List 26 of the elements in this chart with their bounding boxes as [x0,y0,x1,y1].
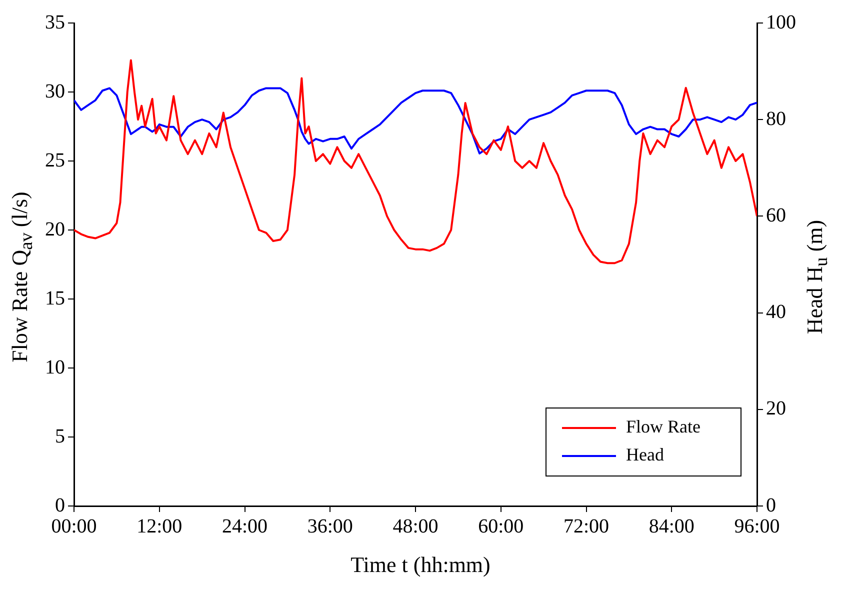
legend-label: Head [626,444,664,465]
x-tick-label: 36:00 [307,515,353,538]
y-tick-label: 15 [45,287,65,310]
y2-tick-label: 0 [766,494,776,516]
x-tick-label: 48:00 [392,515,438,538]
y2-tick-label: 40 [766,301,786,324]
x-tick-label: 24:00 [222,515,268,538]
y-tick-label: 30 [45,80,65,102]
x-tick-label: 00:00 [51,515,97,538]
y-tick-label: 35 [45,11,65,34]
x-tick-label: 60:00 [478,515,524,538]
y-tick-label: 10 [45,356,65,378]
y2-tick-label: 20 [766,398,786,420]
y-tick-label: 5 [55,425,65,448]
y2-tick-label: 80 [766,108,786,130]
x-tick-label: 96:00 [734,515,780,538]
y-tick-label: 0 [55,494,65,516]
y-tick-label: 25 [45,149,65,172]
x-tick-label: 72:00 [563,515,610,538]
x-tick-label: 84:00 [648,515,694,538]
y2-tick-label: 60 [766,204,786,226]
x-tick-label: 12:00 [136,515,182,538]
y-tick-label: 20 [45,218,65,240]
legend-label: Flow Rate [626,416,701,437]
x-axis-title: Time t (hh:mm) [350,552,492,578]
y2-tick-label: 100 [766,11,796,34]
